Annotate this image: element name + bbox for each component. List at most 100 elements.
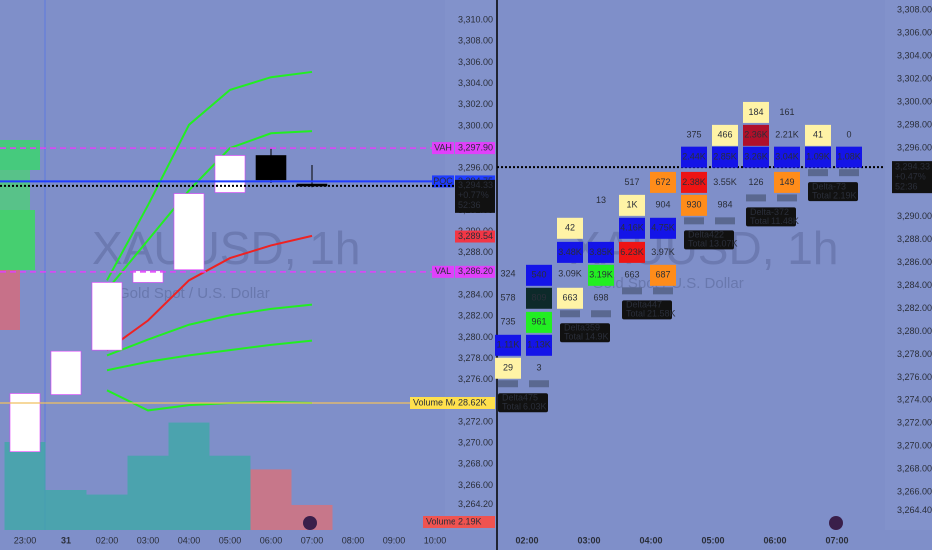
y-tick-label: 3,288.00 bbox=[458, 247, 493, 257]
y-tick-label: 3,302.00 bbox=[897, 74, 932, 84]
cell-label: 466 bbox=[717, 130, 732, 140]
footprint-cell bbox=[588, 241, 614, 263]
column-volume bbox=[777, 194, 797, 202]
column-volume bbox=[839, 169, 859, 177]
y-tick-label: 3,284.00 bbox=[458, 289, 493, 299]
profile-block bbox=[0, 210, 35, 270]
cell-label: 961 bbox=[531, 317, 546, 327]
delta-box bbox=[560, 323, 610, 343]
y-tick-label: 3,296.00 bbox=[458, 163, 493, 173]
y-tick-label: 3,308.00 bbox=[458, 36, 493, 46]
column-volume bbox=[498, 380, 518, 388]
icon[interactable] bbox=[829, 516, 843, 530]
column-volume bbox=[715, 217, 735, 225]
x-tick-label: 06:00 bbox=[260, 535, 283, 545]
volume-bar bbox=[45, 490, 87, 530]
cell-label: 2.21K bbox=[775, 130, 799, 140]
footprint-cell bbox=[805, 124, 831, 146]
x-tick-label: 06:00 bbox=[763, 535, 786, 545]
y-tick-label: 3,310.00 bbox=[458, 14, 493, 24]
y-tick-label: 3,280.00 bbox=[897, 326, 932, 336]
band-line bbox=[106, 234, 313, 351]
band-line bbox=[106, 339, 313, 372]
footprint-cell bbox=[619, 241, 645, 263]
candle-body bbox=[9, 393, 41, 452]
cell-label: 2.44K bbox=[682, 152, 706, 162]
delta-label: Delta bbox=[626, 300, 647, 310]
volume-tag: Volume bbox=[426, 516, 456, 526]
delta-value: -372 bbox=[771, 207, 789, 217]
footprint-cell bbox=[557, 217, 583, 239]
cell-label: 3 bbox=[536, 363, 541, 373]
right-price-axis bbox=[885, 0, 932, 530]
x-tick-label: 31 bbox=[61, 535, 71, 545]
total-value: 13.07K bbox=[709, 239, 738, 249]
y-tick-label: 3,288.00 bbox=[897, 234, 932, 244]
column-volume bbox=[622, 287, 642, 295]
price-label: 3,289.54 bbox=[458, 231, 493, 241]
column-volume bbox=[653, 287, 673, 295]
candle-body bbox=[132, 270, 164, 283]
y-tick-label: 3,304.00 bbox=[897, 51, 932, 61]
icon[interactable] bbox=[303, 516, 317, 530]
watermark-subtitle: Gold Spot / U.S. Dollar bbox=[118, 285, 270, 302]
value-box bbox=[455, 397, 495, 409]
delta-value: -73 bbox=[833, 182, 846, 192]
y-tick-label: 3,276.00 bbox=[897, 372, 932, 382]
cell-label: 3.19K bbox=[589, 270, 613, 280]
candle-body bbox=[214, 155, 246, 193]
column-volume bbox=[746, 194, 766, 202]
footprint-cell bbox=[743, 101, 769, 123]
total-value: 21.58K bbox=[647, 309, 676, 319]
total-value: 14.9K bbox=[585, 332, 609, 342]
total-value: 11.48K bbox=[771, 216, 799, 226]
tag-label: VAH bbox=[434, 142, 452, 152]
total-value: 2.19K bbox=[833, 191, 857, 201]
cell-label: 41 bbox=[813, 130, 823, 140]
cell-label: 984 bbox=[717, 200, 732, 210]
cell-label: 161 bbox=[779, 107, 794, 117]
replay-icon[interactable] bbox=[303, 516, 843, 530]
y-tick-label: 3,276.00 bbox=[458, 374, 493, 384]
footprint-cell bbox=[650, 171, 676, 193]
cell-label: 1.09K bbox=[806, 152, 830, 162]
volume-bar bbox=[168, 422, 210, 530]
delta-label: Delta bbox=[688, 230, 709, 240]
cell-label: 663 bbox=[562, 293, 577, 303]
y-tick-label: 3,300.00 bbox=[897, 96, 932, 106]
footprint-cell bbox=[681, 146, 707, 168]
x-tick-label: 08:00 bbox=[342, 535, 365, 545]
cell-label: 149 bbox=[779, 177, 794, 187]
x-tick-label: 05:00 bbox=[219, 535, 242, 545]
x-tick-label: 03:00 bbox=[577, 535, 600, 545]
total-label: Total bbox=[626, 309, 645, 319]
cell-label: 1K bbox=[626, 200, 637, 210]
footprint-cell bbox=[712, 124, 738, 146]
cell-label: 687 bbox=[655, 270, 670, 280]
y-tick-label: 3,272.00 bbox=[458, 416, 493, 426]
value-box bbox=[455, 516, 495, 528]
y-tick-label: 3,282.00 bbox=[897, 303, 932, 313]
column-volume bbox=[529, 380, 549, 388]
cell-label: 13 bbox=[596, 195, 606, 205]
total-label: Total bbox=[688, 239, 707, 249]
volume-value: 2.19K bbox=[458, 516, 482, 526]
total-value: 6.03K bbox=[523, 402, 547, 412]
price-box bbox=[455, 265, 495, 278]
cell-label: 517 bbox=[624, 177, 639, 187]
delta-value: 359 bbox=[585, 323, 600, 333]
cell-label: 3.48K bbox=[558, 247, 582, 257]
y-tick-label: 3,264.40 bbox=[897, 505, 932, 515]
y-tick-label: 3,278.00 bbox=[897, 349, 932, 359]
delta-value: 447 bbox=[647, 300, 662, 310]
last-price-box bbox=[455, 179, 495, 213]
cell-label: 2.85K bbox=[713, 152, 737, 162]
tag-box bbox=[432, 175, 454, 188]
y-tick-label: 3,266.00 bbox=[897, 487, 932, 497]
left-price-axis bbox=[445, 0, 496, 530]
cell-label: 3.85K bbox=[589, 247, 613, 257]
volume-profile bbox=[0, 140, 40, 330]
delta-box bbox=[684, 230, 734, 250]
y-tick-label: 3,296.00 bbox=[897, 142, 932, 152]
